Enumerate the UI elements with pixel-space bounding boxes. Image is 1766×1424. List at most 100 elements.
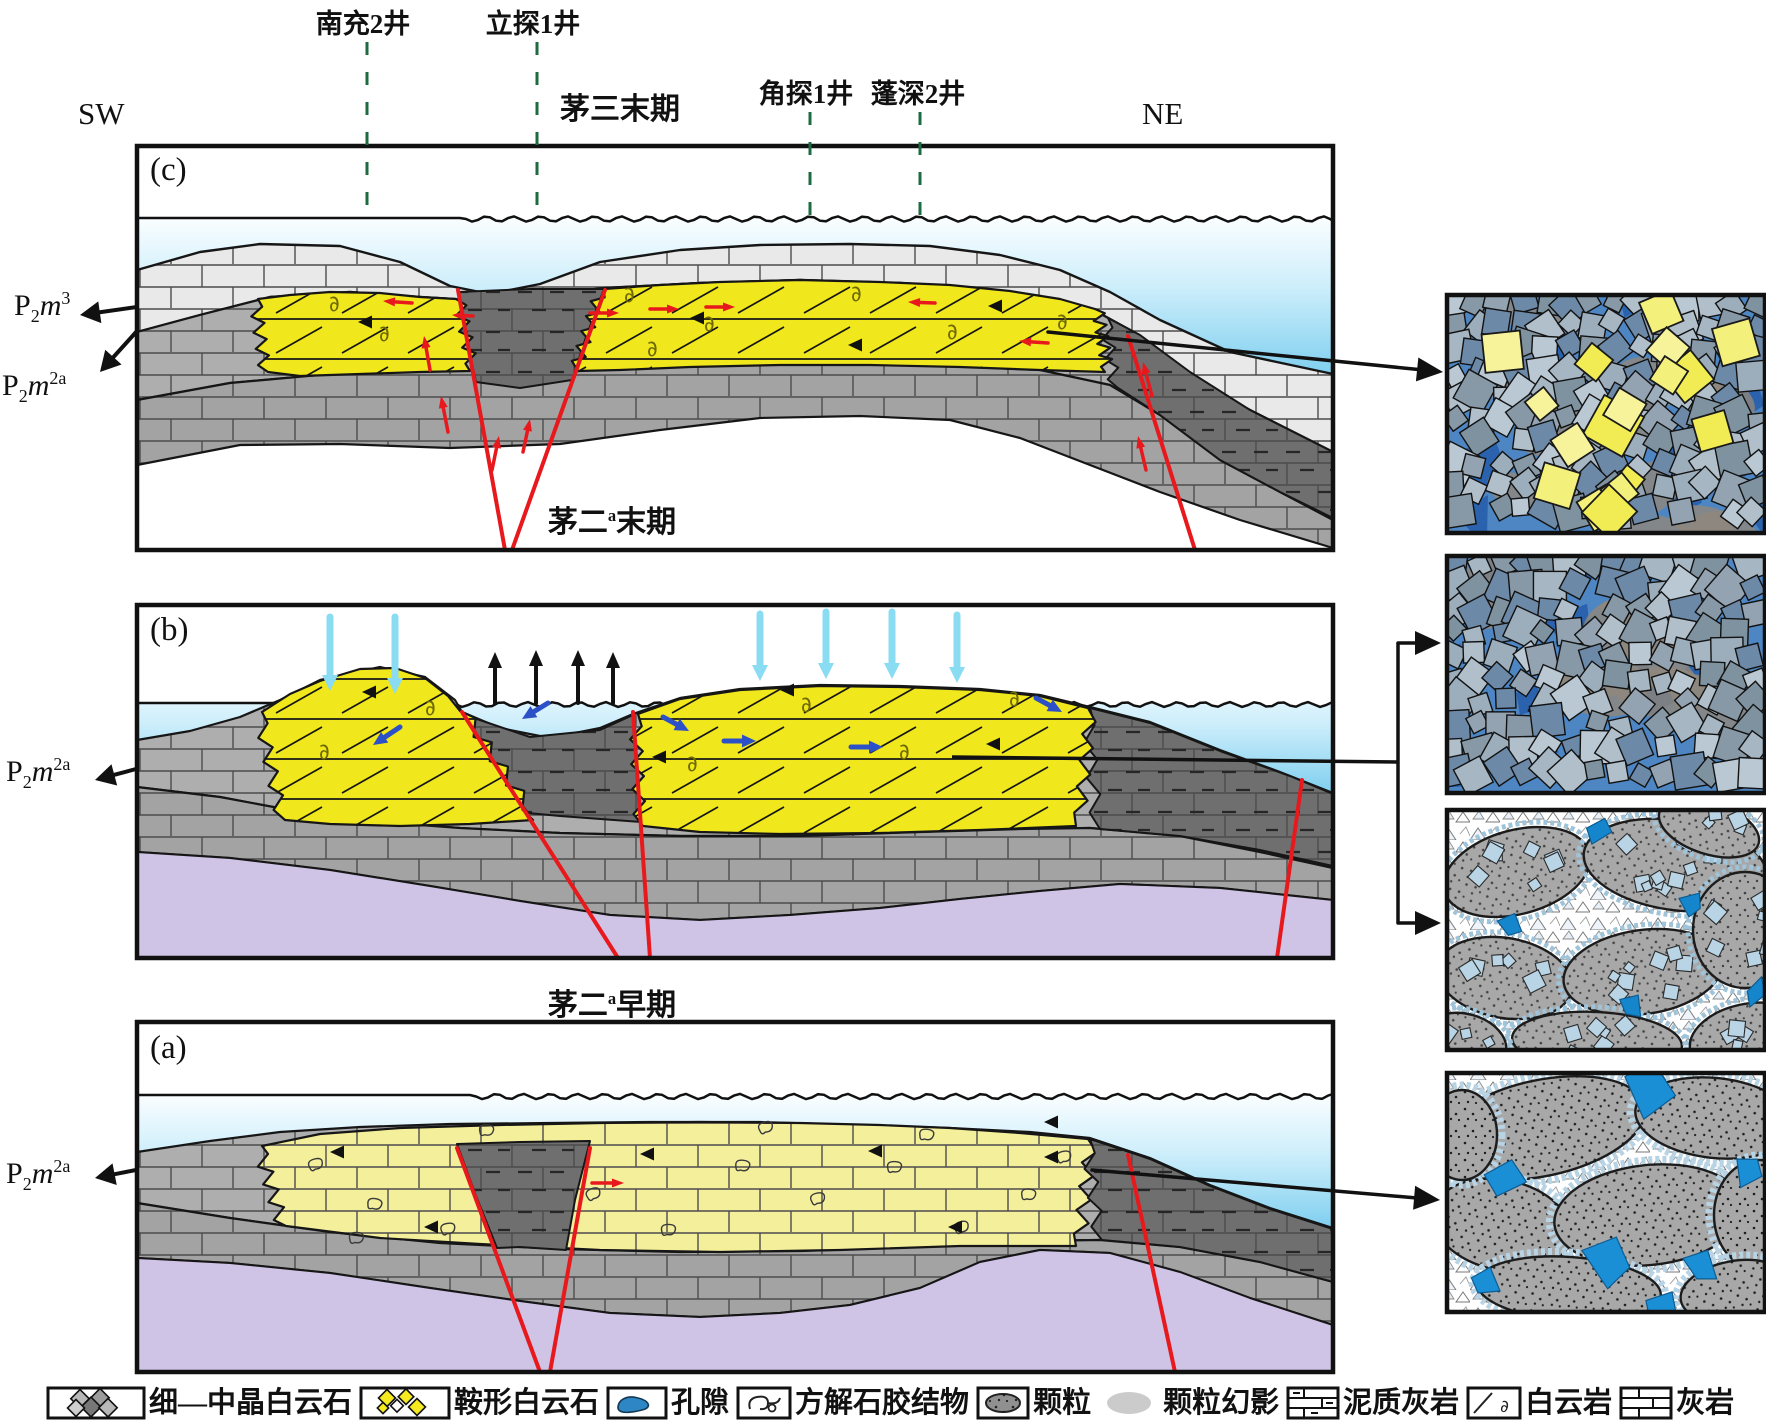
fault-lines-b	[460, 710, 1304, 960]
stage-title-a-text: 茅二	[547, 989, 608, 1022]
strat-p: P	[14, 289, 31, 322]
fluid-arrows-c	[383, 297, 1154, 472]
muddy-limestone-icon	[1286, 1386, 1340, 1420]
inset-connector-arrows	[951, 330, 1443, 1210]
inset-crystalline-dolomite-texture	[1447, 556, 1765, 793]
strat-sub: 2	[18, 386, 28, 406]
dolomite-bodies-c: ∂ ∂ ∂ ∂ ∂ ∂ ∂ ∂	[250, 278, 1114, 378]
strat-sub: 2	[22, 1174, 32, 1194]
legend-item-dolostone: ∂ 白云岩	[1466, 1385, 1612, 1421]
inset-frames	[1444, 292, 1766, 1315]
limestone-icon	[1619, 1386, 1673, 1420]
legend-item-limestone: 灰岩	[1619, 1385, 1734, 1421]
dolostone-icon: ∂	[1466, 1386, 1522, 1420]
svg-text:∂: ∂	[326, 291, 342, 318]
strat-label-arrows	[80, 301, 139, 1185]
pale-limestone-body-a	[256, 1115, 1098, 1254]
legend-label: 灰岩	[1676, 1387, 1735, 1419]
legend-label: 颗粒幻影	[1163, 1387, 1280, 1419]
section-b: ∂ ∂ ∂ ∂ ∂ ∂	[134, 602, 1336, 961]
panel-letter-c: (c)	[150, 152, 187, 188]
stage-title-a: 茅二a早期	[548, 980, 676, 1024]
strat-unit: m	[31, 755, 54, 788]
legend-item-muddy-limestone: 泥质灰岩	[1286, 1385, 1459, 1421]
legend-item-calcite-cement: 方解石胶结物	[736, 1385, 969, 1421]
stage-title-b-rest: 末期	[616, 506, 677, 539]
section-a	[134, 1019, 1336, 1375]
legend-label: 方解石胶结物	[795, 1387, 970, 1419]
legend-item-saddle-dolomite: 鞍形白云石	[359, 1385, 599, 1421]
strat-sup: 2a	[53, 1156, 71, 1176]
stage-title-b: 茅二a末期	[548, 497, 676, 541]
panel-letter-b: (b)	[150, 612, 189, 648]
fault-lines-a	[455, 1146, 1177, 1374]
strat-label-p2m2a-a: P2m2a	[6, 1156, 70, 1195]
stage-title-c-text: 茅三	[560, 93, 620, 126]
legend-label: 泥质灰岩	[1343, 1387, 1460, 1419]
strat-sup: 3	[61, 288, 71, 308]
compass-ne-label: NE	[1142, 96, 1184, 131]
stage-title-a-rest: 早期	[616, 989, 677, 1022]
svg-text:∂: ∂	[944, 319, 960, 346]
saddle-dolomite-icon	[359, 1386, 451, 1420]
stage-title-b-text: 茅二	[547, 506, 608, 539]
svg-text:∂: ∂	[798, 692, 814, 719]
svg-text:∂: ∂	[1500, 1397, 1509, 1417]
strat-sup: 2a	[53, 754, 71, 774]
svg-text:∂: ∂	[644, 336, 660, 363]
svg-text:∂: ∂	[684, 751, 700, 778]
legend-label: 白云岩	[1525, 1387, 1613, 1419]
svg-text:∂: ∂	[376, 321, 392, 348]
strat-p: P	[2, 369, 19, 402]
svg-text:∂: ∂	[621, 282, 637, 309]
well-label-jiaotan1: 角探1井	[758, 79, 854, 109]
legend-label: 颗粒	[1033, 1387, 1092, 1419]
fluid-arrows-a	[590, 1178, 624, 1188]
svg-text:∂: ∂	[848, 281, 864, 308]
section-c: ∂ ∂ ∂ ∂ ∂ ∂ ∂ ∂	[134, 143, 1336, 553]
stage-title-c: 茅三末期	[560, 84, 680, 128]
panel-letter-a: (a)	[150, 1030, 187, 1066]
svg-text:∂: ∂	[422, 695, 438, 722]
svg-text:∂: ∂	[701, 311, 717, 338]
water-layer-a	[137, 1092, 1334, 1228]
svg-text:∂: ∂	[1054, 309, 1070, 336]
fluid-arrows-b	[322, 608, 1062, 754]
legend-bar: 细—中晶白云石 鞍形白云石 孔隙	[46, 1383, 1762, 1423]
stage-title-a-sup: a	[607, 989, 617, 1008]
well-label-pengshen2: 蓬深2井	[870, 79, 966, 109]
inset-dolomitized-grainstone-texture	[1447, 810, 1765, 1050]
legend-label: 细—中晶白云石	[149, 1387, 353, 1419]
pore-icon	[606, 1386, 668, 1420]
inset-saddle-dolomite-texture	[1447, 295, 1765, 533]
strat-sup: 2a	[49, 368, 67, 388]
strat-label-p2m3: P2m3	[14, 288, 70, 327]
strat-p: P	[6, 1157, 23, 1190]
well-label-nanchong2: 南充2井	[315, 9, 411, 39]
muddy-limestone-blocks-c	[457, 288, 1334, 519]
inset-grainstone-texture	[1447, 1073, 1765, 1312]
strat-sub: 2	[22, 772, 32, 792]
strat-unit: m	[39, 289, 62, 322]
legend-item-grain: 颗粒	[976, 1385, 1091, 1421]
dolomite-bodies-b: ∂ ∂ ∂ ∂ ∂ ∂	[257, 666, 1097, 836]
water-layer-c	[137, 215, 1334, 374]
fine-medium-dolomite-icon	[46, 1386, 146, 1420]
svg-text:∂: ∂	[316, 739, 332, 766]
muddy-limestone-blocks-b	[461, 707, 1334, 867]
svg-text:∂: ∂	[1006, 686, 1022, 713]
legend-item-grain-ghost: 颗粒幻影	[1098, 1385, 1279, 1421]
strat-unit: m	[31, 1157, 54, 1190]
stage-title-c-rest: 末期	[620, 93, 680, 126]
strat-label-p2m2a-b: P2m2a	[6, 754, 70, 793]
legend-item-pore: 孔隙	[606, 1385, 729, 1421]
legend-item-fine-medium-dolomite: 细—中晶白云石	[46, 1385, 352, 1421]
strat-p: P	[6, 755, 23, 788]
grain-icon	[976, 1386, 1030, 1420]
strat-label-p2m2a-c: P2m2a	[2, 368, 66, 407]
grain-ghost-icon	[1107, 1392, 1152, 1414]
legend-label: 孔隙	[671, 1387, 730, 1419]
strat-unit: m	[27, 369, 50, 402]
